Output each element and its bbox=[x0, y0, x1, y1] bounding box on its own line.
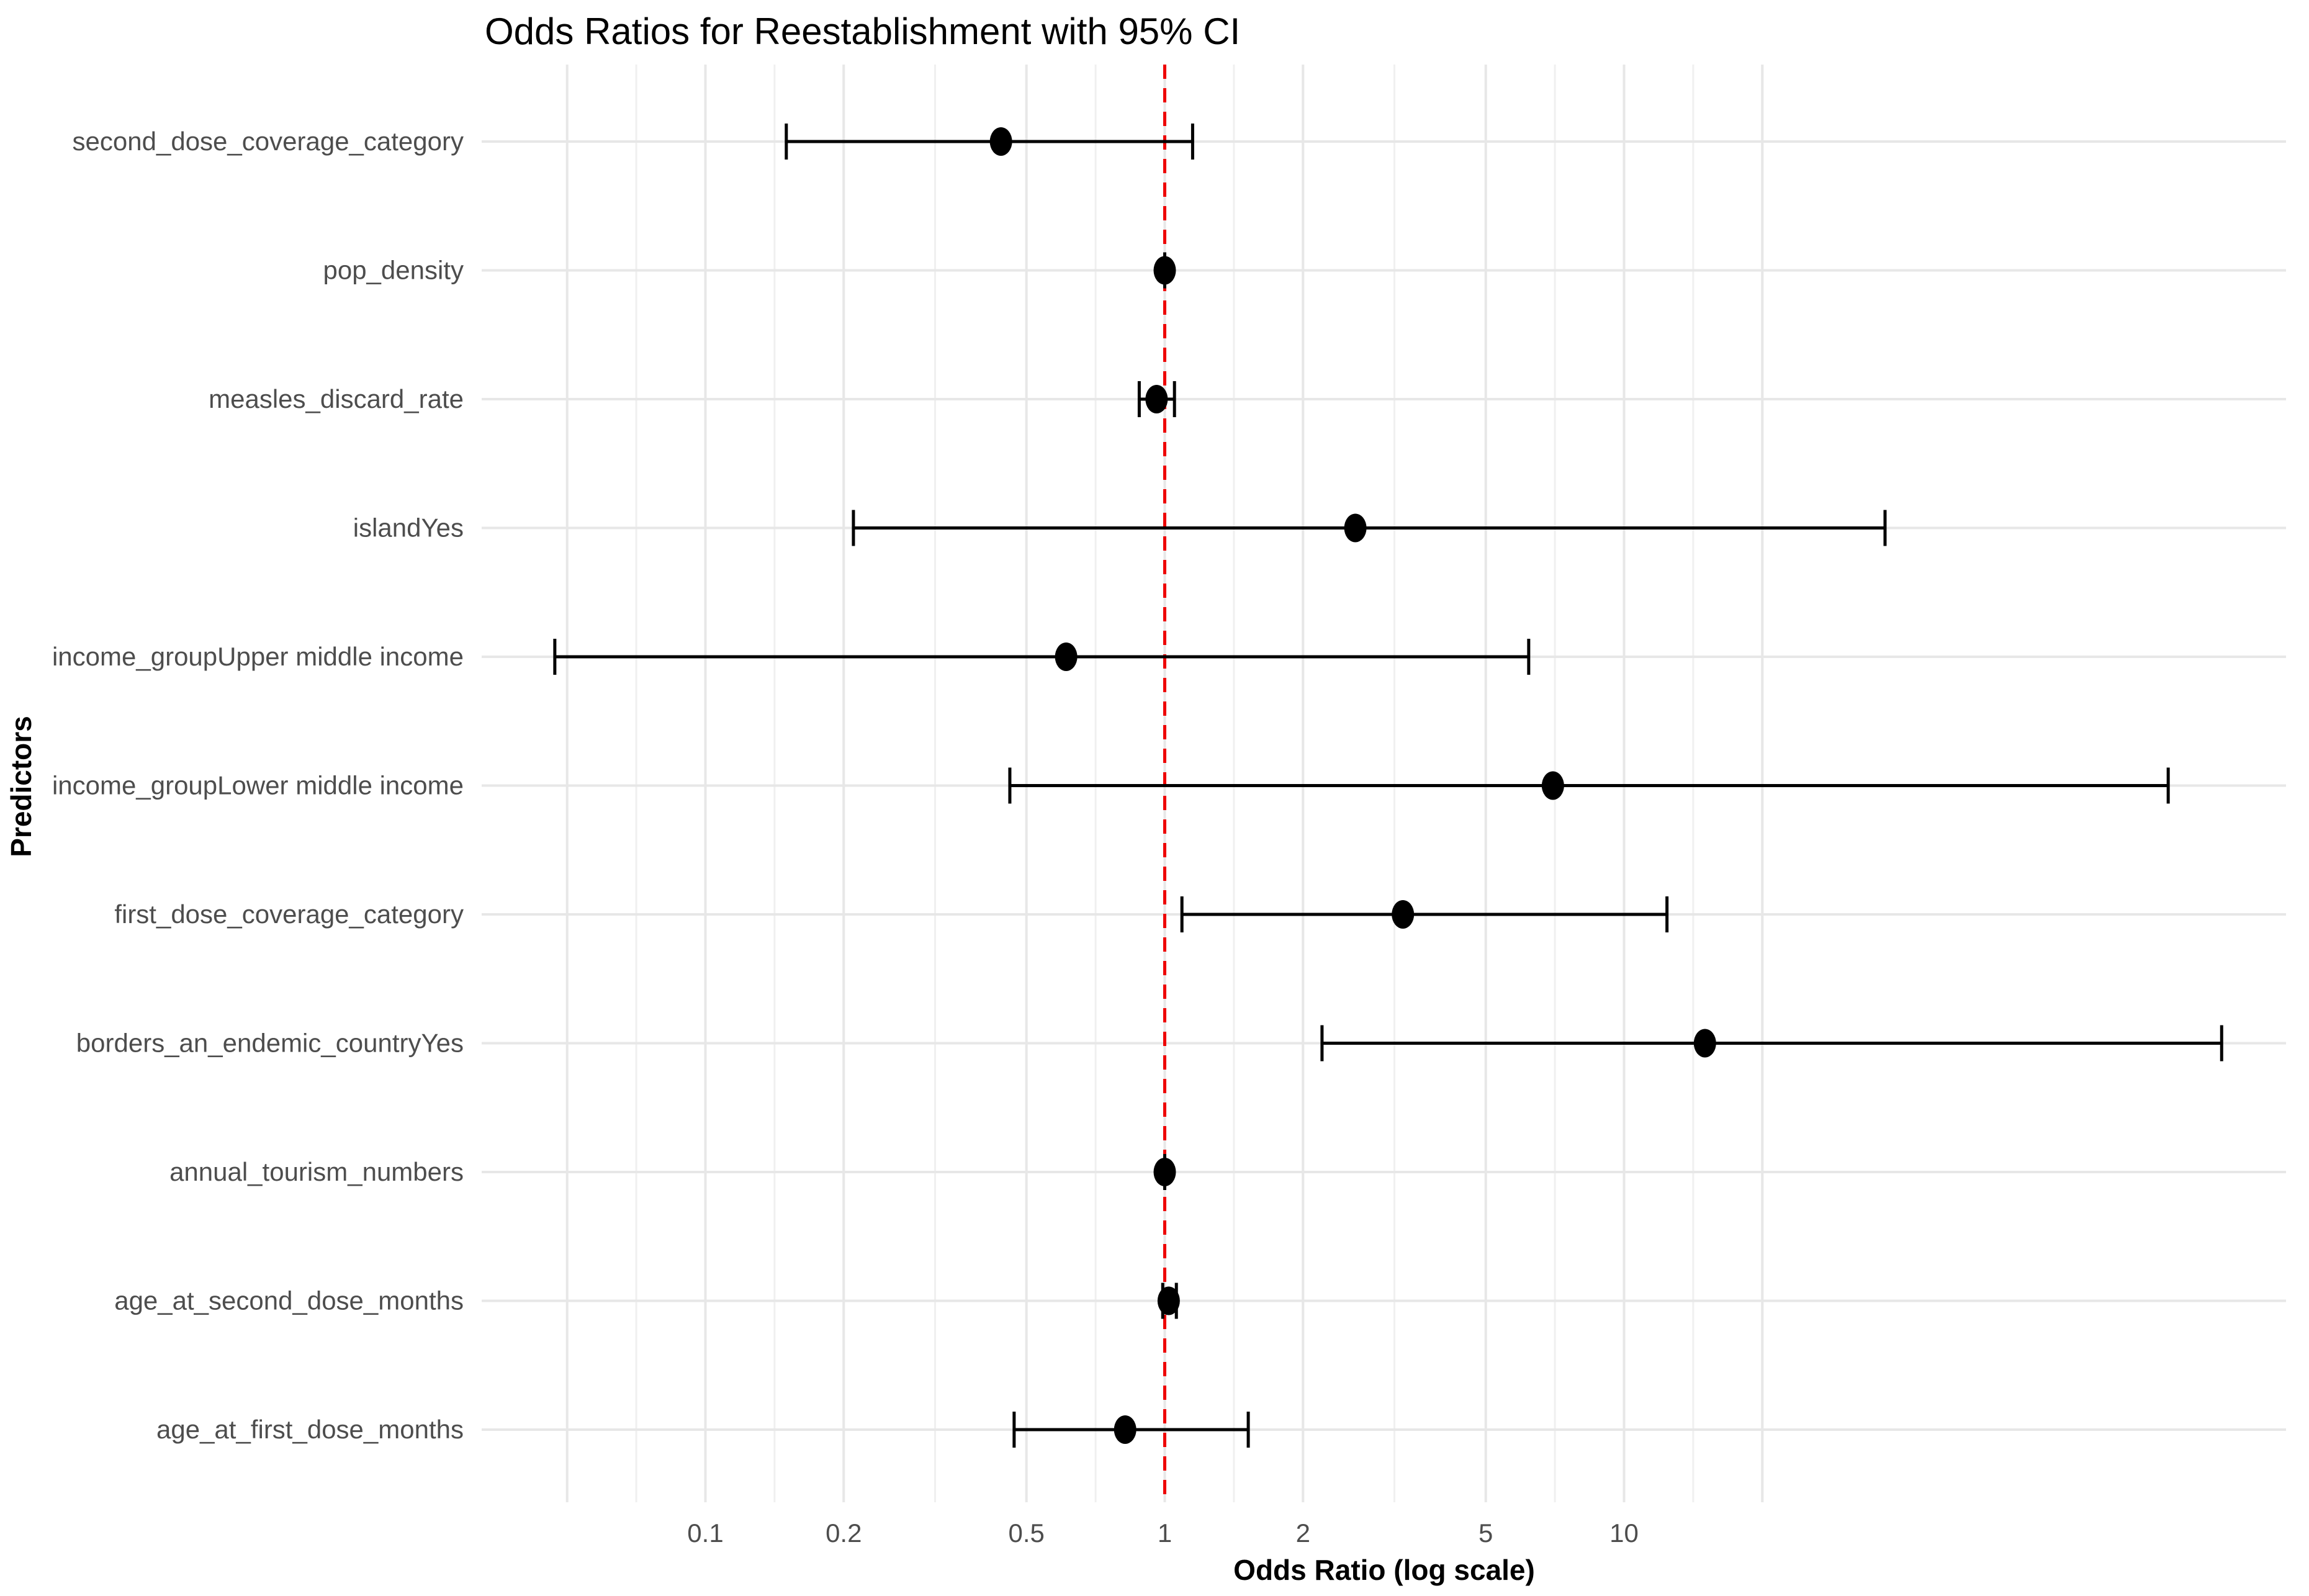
y-axis-label: annual_tourism_numbers bbox=[169, 1157, 464, 1186]
y-axis-label: measles_discard_rate bbox=[209, 384, 464, 413]
or-point bbox=[1344, 513, 1367, 543]
plot-title: Odds Ratios for Reestablishment with 95%… bbox=[485, 11, 1241, 52]
y-axis-label: income_groupUpper middle income bbox=[52, 642, 464, 671]
x-axis-tick-label: 1 bbox=[1158, 1518, 1172, 1548]
y-axis-label: islandYes bbox=[353, 513, 464, 543]
y-axis-label: pop_density bbox=[323, 256, 464, 285]
or-point bbox=[1541, 771, 1564, 800]
x-axis-tick-label: 0.5 bbox=[1009, 1518, 1045, 1548]
y-axis-label: income_groupLower middle income bbox=[52, 771, 464, 800]
x-axis-tick-label: 2 bbox=[1296, 1518, 1310, 1548]
x-axis-tick-label: 0.2 bbox=[826, 1518, 862, 1548]
y-axis-label: second_dose_coverage_category bbox=[73, 127, 464, 156]
x-axis-tick-label: 5 bbox=[1479, 1518, 1493, 1548]
or-point bbox=[1693, 1029, 1716, 1058]
or-point bbox=[1055, 642, 1078, 671]
y-axis-label: borders_an_endemic_countryYes bbox=[76, 1029, 464, 1058]
or-point bbox=[989, 127, 1012, 156]
or-point bbox=[1153, 256, 1176, 285]
x-axis-tick-label: 10 bbox=[1609, 1518, 1639, 1548]
y-axis-label: age_at_first_dose_months bbox=[156, 1415, 464, 1444]
or-point bbox=[1392, 900, 1415, 929]
or-point bbox=[1157, 1286, 1180, 1315]
x-axis-title: Odds Ratio (log scale) bbox=[1233, 1554, 1535, 1586]
or-point bbox=[1145, 385, 1168, 413]
or-point bbox=[1153, 1158, 1176, 1186]
y-axis-label: first_dose_coverage_category bbox=[114, 899, 464, 929]
x-axis-tick-label: 0.1 bbox=[687, 1518, 723, 1548]
y-axis-label: age_at_second_dose_months bbox=[114, 1286, 464, 1315]
or-point bbox=[1114, 1415, 1136, 1444]
